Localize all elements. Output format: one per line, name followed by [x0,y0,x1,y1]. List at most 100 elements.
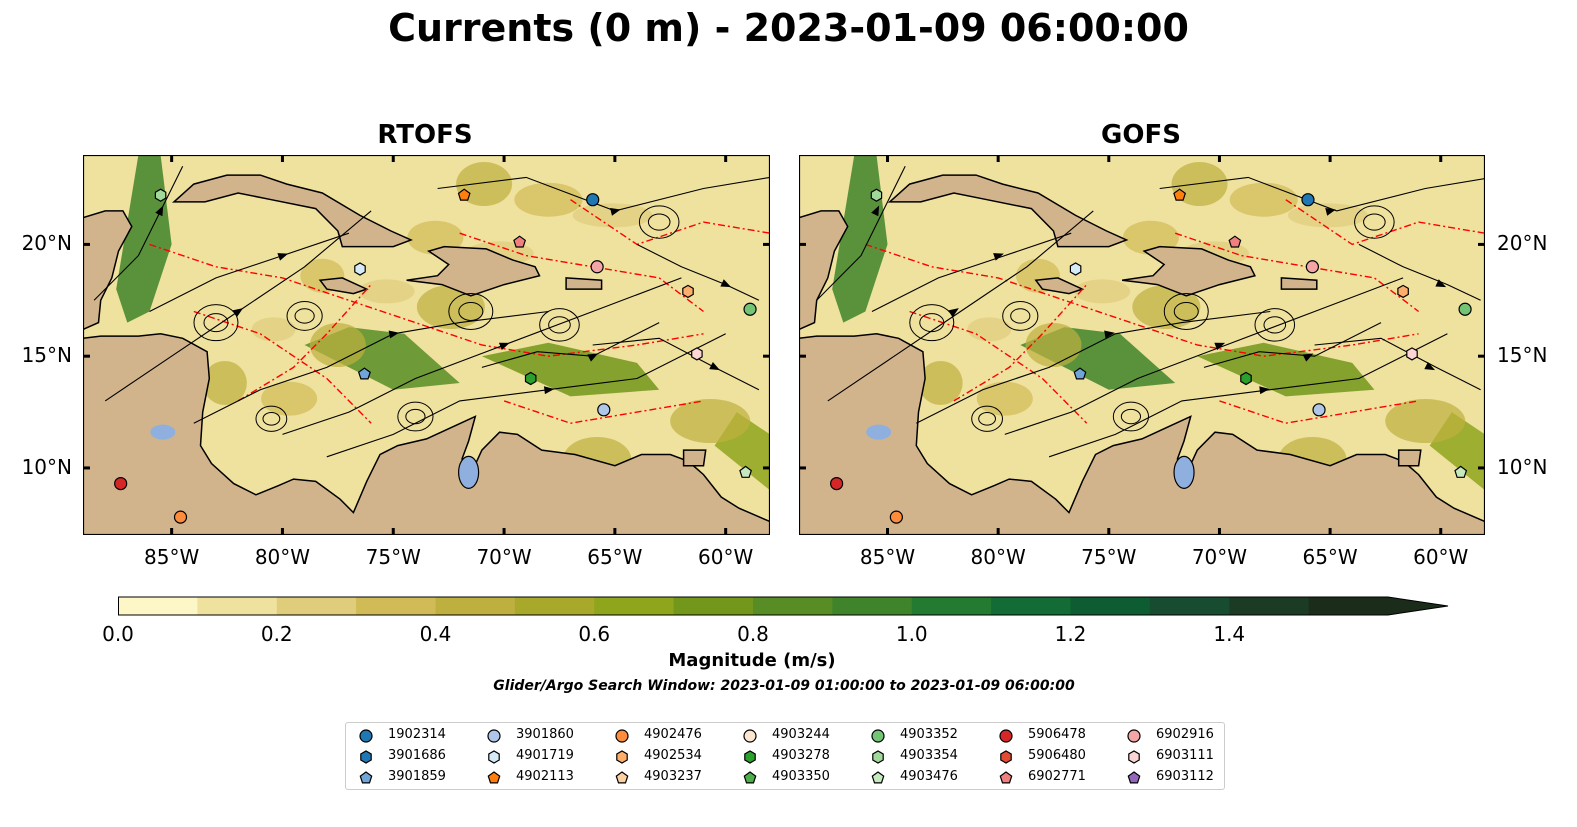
eddy-streamline [405,408,426,425]
eddy-streamline [1363,213,1386,231]
streamline-arrow [388,330,400,339]
x-tick-label: 75°W [365,545,421,569]
legend-marker-hexagon-icon [360,750,372,764]
eddy-streamline [193,304,239,342]
x-tick-label: 70°W [1191,545,1248,569]
streamline [1159,176,1485,212]
panel-title-gofs: GOFS [1101,120,1181,150]
streamline-arrow [1214,342,1226,351]
legend-marker-hexagon-icon [1128,750,1140,764]
legend-label: 4902476 [644,727,702,742]
colorbar-segment [1229,597,1310,615]
legend-label: 4903352 [900,727,958,742]
eez-boundary [193,310,372,424]
land-polygon [682,449,707,467]
streamline-arrow [993,253,1004,261]
streamline [326,333,726,458]
eddy-streamline [1010,308,1031,324]
streamline-arrow [587,353,599,362]
legend-label: 4903244 [772,727,830,742]
float-marker-5906478 [830,476,844,491]
legend-marker-hexagon-icon [1000,750,1012,764]
y-tick-label-right: 10°N [1497,454,1548,479]
streamline-arrow [709,362,720,371]
legend-label: 4903278 [772,748,830,763]
eez-boundary [237,284,372,402]
colorbar-label: Magnitude (m/s) [668,650,836,671]
colorbar-tick-label: 0.2 [260,622,293,646]
x-tick-label: 60°W [1413,545,1469,569]
streamline-arrow [155,205,164,217]
colorbar-segment [991,597,1072,615]
streamline-arrow [1302,353,1314,362]
x-tick-label: 65°W [1302,545,1358,569]
streamline [93,165,184,301]
eddy-streamline [1120,408,1142,425]
colorbar-segment [1149,597,1230,615]
land-polygon [1034,277,1085,295]
eddy-streamline [262,411,281,426]
colorbar-segment [911,597,992,615]
eddy-streamline [294,308,315,324]
float-marker-6902771 [1228,235,1242,248]
land-polygon [565,277,603,290]
current-magnitude-patch [261,381,318,416]
eddy-streamline [255,405,288,432]
legend-label: 4903476 [900,769,958,784]
streamline [193,310,549,424]
float-marker-4903352 [1458,302,1472,316]
float-marker-3901859 [1073,367,1087,380]
current-magnitude-patch [416,285,485,329]
streamline [871,232,1072,312]
legend-marker-circle-icon [487,729,501,743]
eddy-streamline [971,405,1003,432]
eddy-streamline [458,301,484,321]
streamline-arrow [498,342,510,351]
gofs-current-map [799,155,1485,535]
legend-marker-circle-icon [615,729,629,743]
float-marker-6903111 [1406,347,1418,361]
legend-marker-pentagon-icon [999,771,1013,784]
legend-label: 3901686 [388,748,446,763]
colorbar-tick-label: 0.8 [737,622,769,646]
colorbar-tick-label: 1.4 [1213,622,1246,646]
eddy-streamline [1354,205,1395,239]
x-tick-label: 85°W [144,545,200,569]
colorbar-segment [514,597,595,615]
land-polygon [1397,449,1422,467]
current-magnitude-patch [918,361,963,405]
float-marker-3901860 [597,403,611,417]
streamline-arrow [1424,362,1436,371]
colorbar-segment [1308,597,1389,615]
eddy-streamline [448,292,494,330]
float-marker-6902771 [513,235,527,248]
y-tick-label-right: 15°N [1497,343,1548,368]
streamline [1203,322,1382,368]
legend-marker-circle-icon [871,729,885,743]
legend-label: 5906478 [1028,727,1086,742]
colorbar-extend-arrow [1388,597,1448,615]
float-marker-4903278 [524,371,537,386]
colorbar-segment [753,597,833,615]
float-marker-1902314 [1301,193,1315,207]
eez-boundary [503,400,704,424]
float-marker-4903476 [739,465,753,478]
current-magnitude-patch [202,361,247,405]
float-marker-4902534 [1397,284,1409,299]
streamline-arrow [948,308,959,318]
streamline [149,232,350,312]
colorbar-tick-label: 1.2 [1054,622,1087,646]
streamline [481,322,660,368]
legend-label: 3901859 [388,769,446,784]
eez-boundary [865,243,1419,357]
legend-marker-pentagon-icon [871,771,885,784]
land-polygon [1280,277,1318,290]
eddy-streamline [909,304,955,342]
float-marker-4903354 [870,188,883,202]
colorbar-tick-label: 1.0 [895,622,928,646]
current-magnitude-patch [670,399,751,443]
colorbar-tick-label: 0.4 [419,622,452,646]
legend-label: 6903112 [1156,769,1214,784]
float-marker-1902314 [586,193,600,207]
float-marker-4902534 [682,284,694,299]
